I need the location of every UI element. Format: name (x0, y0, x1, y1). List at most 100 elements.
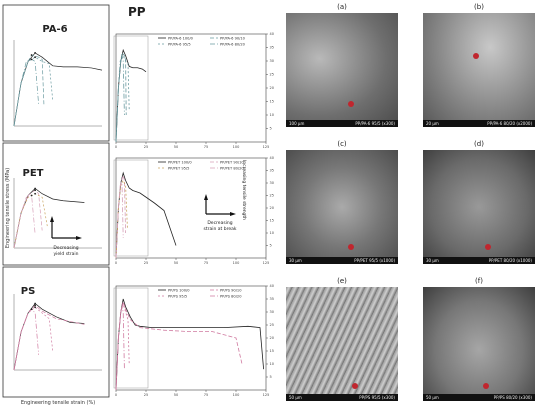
sem-caption: PP/PS 80/20 (x300) (493, 395, 532, 400)
series-line-2 (13, 54, 45, 127)
x-tick-label: 125 (263, 261, 270, 265)
x-tick-label: 0 (115, 145, 117, 149)
sem-info-bar: 50 µm PP/PS 95/5 (x300) (286, 394, 398, 401)
sem-micrograph: 30 µm PP/PET 95/5 (x1000) (286, 150, 398, 264)
yield-point-marker (30, 58, 33, 61)
x-tick-label: 0 (115, 261, 117, 265)
y-axis-label: Engineering tensile stress (MPa) (5, 168, 11, 248)
sem-marker-dot (483, 383, 489, 389)
x-axis-label: Engineering tensile strain (%) (21, 400, 95, 406)
sem-caption: PP/PA-6 95/5 (x300) (355, 121, 395, 126)
y-tick-label: 5 (270, 244, 272, 248)
sem-caption: PP/PS 95/5 (x300) (359, 395, 395, 400)
sem-marker-dot (485, 244, 491, 250)
y-tick-label: 10 (270, 113, 274, 117)
sem-marker-dot (348, 244, 354, 250)
y-tick-label: 30 (270, 181, 274, 185)
legend-entry: PP/PA-6 100/0 (168, 36, 194, 40)
yield-point-marker (30, 194, 33, 197)
series-line-4 (13, 308, 39, 371)
yield-point-marker (34, 302, 37, 305)
y-tick-label: 20 (270, 336, 274, 340)
header-pp: PP (128, 5, 146, 19)
y-tick-label: 15 (270, 349, 274, 353)
sem-marker-dot (352, 383, 358, 389)
legend-entry: PP/PA-6 80/20 (220, 42, 246, 46)
plot-frame (115, 285, 267, 391)
y-tick-label: 40 (270, 284, 274, 288)
legend-entry: PP/PET 100/0 (168, 160, 192, 164)
sem-scale-bar-label: 30 µm (426, 258, 439, 263)
legend-entry: PP/PET 90/10 (220, 160, 244, 164)
zoom-region-box (113, 35, 149, 141)
series-line-1 (115, 298, 264, 391)
increase-strength-text: Increasing tensile strength (241, 160, 247, 220)
x-tick-label: 50 (174, 145, 178, 149)
x-tick-label: 100 (233, 261, 240, 265)
y-tick-label: 30 (270, 59, 274, 63)
sem-panel-label: (f) (475, 277, 483, 285)
strain-break-text-2: strain at break (204, 226, 237, 232)
row-title-pa6: PA-6 (42, 24, 67, 35)
series-line-4 (115, 181, 124, 259)
plot-frame (115, 33, 267, 143)
yield-point-marker (34, 52, 37, 54)
sem-caption: PP/PET 95/5 (x1000) (354, 258, 395, 263)
sem-micrograph: 50 µm PP/PS 80/20 (x300) (423, 287, 535, 401)
sem-scale-bar-label: 20 µm (426, 121, 439, 126)
sem-info-bar: 100 µm PP/PA-6 95/5 (x300) (286, 120, 398, 127)
inset-chart-pet (13, 178, 102, 249)
y-tick-label: 5 (270, 375, 272, 379)
inset-chart-pa-6 (13, 40, 103, 127)
sem-panel-label: (e) (337, 277, 347, 285)
left-panel-pa6-frame (2, 4, 110, 142)
left-panel-pet-frame (2, 142, 110, 266)
legend-entry: PP/PS 95/5 (168, 294, 187, 298)
x-tick-label: 0 (115, 393, 117, 397)
y-tick-label: 40 (270, 32, 274, 36)
sem-scale-bar-label: 100 µm (289, 121, 305, 126)
zoom-region-box (113, 287, 149, 389)
series-line-4 (13, 195, 36, 249)
sem-marker-dot (473, 53, 479, 59)
zoom-region-box (113, 159, 149, 257)
series-line-4 (13, 58, 39, 127)
series-line-4 (115, 306, 125, 391)
sem-scale-bar-label: 50 µm (289, 395, 302, 400)
series-line-1 (13, 302, 85, 371)
x-tick-label: 75 (204, 393, 208, 397)
row-title-pet: PET (23, 168, 44, 179)
y-tick-label: 30 (270, 310, 274, 314)
legend-entry: PP/PA-6 90/10 (220, 36, 246, 40)
sem-caption: PP/PET 80/20 (x1000) (488, 258, 532, 263)
sem-caption: PP/PA-6 80/20 (x2000) (487, 121, 532, 126)
main-chart-pet: 0 25 50 75 100 125 5 10 15 20 25 30 35 40 PP/PET 100/0… (113, 156, 274, 265)
yield-point-marker (30, 308, 33, 311)
series-line-2 (13, 189, 43, 249)
x-tick-label: 75 (204, 261, 208, 265)
x-tick-label: 100 (233, 393, 240, 397)
sem-scale-bar-label: 50 µm (426, 395, 439, 400)
yield-point-marker (34, 304, 37, 307)
x-tick-label: 50 (174, 261, 178, 265)
x-tick-label: 25 (144, 145, 148, 149)
sem-panel-label: (b) (474, 3, 484, 11)
series-line-1 (13, 188, 85, 249)
left-panel-ps-frame (2, 266, 110, 398)
y-tick-label: 40 (270, 156, 274, 160)
legend-entry: PP/PET 95/5 (168, 166, 189, 170)
series-line-3 (13, 193, 48, 249)
sem-micrograph: 30 µm PP/PET 80/20 (x1000) (423, 150, 535, 264)
yield-point-marker (34, 306, 37, 309)
yield-point-marker (34, 192, 37, 195)
legend-entry: PP/PA-6 95/5 (168, 42, 191, 46)
sem-micrograph: 20 µm PP/PA-6 80/20 (x2000) (423, 13, 535, 127)
x-tick-label: 125 (263, 145, 270, 149)
series-line-2 (115, 51, 127, 143)
x-tick-label: 75 (204, 145, 208, 149)
legend-entry: PP/PET 80/20 (220, 166, 244, 170)
y-tick-label: 10 (270, 362, 274, 366)
row-title-ps: PS (21, 286, 36, 297)
sem-panel-label: (a) (337, 3, 347, 11)
